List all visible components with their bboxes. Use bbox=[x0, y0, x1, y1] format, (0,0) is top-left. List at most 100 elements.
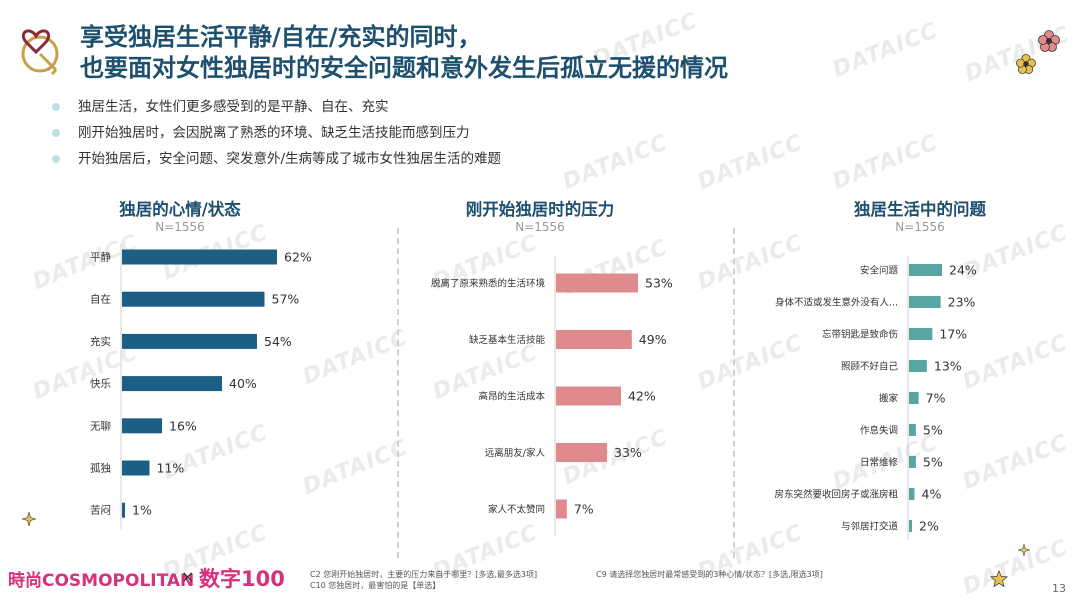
category-label: 身体不适或发生意外没有人... bbox=[775, 297, 898, 309]
bullet-dot-icon bbox=[52, 129, 60, 137]
chart-header-mood: 独居的心情/状态 N=1556 bbox=[70, 196, 290, 234]
watermark: DATAICC bbox=[559, 130, 672, 195]
value-label: 7% bbox=[574, 502, 594, 517]
bar bbox=[122, 291, 265, 307]
bullet-dot-icon bbox=[52, 155, 60, 163]
value-label: 7% bbox=[926, 391, 946, 406]
value-label: 11% bbox=[157, 461, 185, 476]
value-label: 23% bbox=[948, 295, 976, 310]
bar bbox=[556, 443, 608, 462]
category-label: 日常维修 bbox=[860, 457, 899, 469]
category-label: 远离朋友/家人 bbox=[485, 447, 546, 459]
chart-header-problems: 独居生活中的问题 N=1556 bbox=[810, 196, 1030, 234]
value-label: 2% bbox=[919, 519, 939, 534]
footnote-c9: C9 请选择您独居时最常感受到的3种心情/状态？[多选,限选3项] bbox=[596, 570, 823, 579]
page-number: 13 bbox=[1052, 582, 1066, 595]
category-label: 与邻居打交道 bbox=[841, 521, 899, 533]
category-label: 无聊 bbox=[90, 419, 111, 432]
category-label: 苦闷 bbox=[90, 504, 111, 517]
category-label: 家人不太赞同 bbox=[488, 504, 545, 516]
value-label: 54% bbox=[264, 334, 292, 349]
bar bbox=[556, 386, 621, 406]
chart-sample-size: N=1556 bbox=[515, 220, 565, 234]
value-label: 16% bbox=[169, 418, 197, 433]
shuzi100-logo: 数字100 bbox=[199, 567, 285, 591]
page-title: 享受独居生活平静/自在/充实的同时， 也要面对女性独居时的安全问题和意外发生后孤… bbox=[80, 22, 728, 84]
value-label: 13% bbox=[934, 359, 962, 374]
value-label: 4% bbox=[922, 487, 942, 502]
flower-icon bbox=[1016, 54, 1036, 74]
bar bbox=[122, 418, 162, 434]
chart-header-pressure: 刚开始独居时的压力 N=1556 bbox=[420, 196, 660, 234]
bullet-list: 独居生活，女性们更多感受到的是平静、自在、充实 刚开始独居时，会因脱离了熟悉的环… bbox=[52, 94, 501, 172]
watermark: DATAICC bbox=[694, 130, 807, 195]
star-icon bbox=[990, 570, 1008, 588]
bullet-text: 开始独居后，安全问题、突发意外/生病等成了城市女性独居生活的难题 bbox=[78, 151, 502, 167]
category-label: 安全问题 bbox=[860, 265, 899, 277]
bar bbox=[122, 249, 277, 265]
bar-chart-mood: 平静 62% 自在 57% 充实 54% 快乐 40% 无聊 16% 孤独 11% 苦闷 1% bbox=[90, 244, 312, 530]
flower-icon bbox=[1038, 30, 1060, 52]
watermark: DATAICC bbox=[829, 130, 942, 195]
chart-divider bbox=[733, 228, 735, 558]
bar bbox=[909, 264, 942, 276]
category-label: 照顾不好自己 bbox=[841, 361, 899, 373]
category-label: 搬家 bbox=[879, 393, 899, 405]
category-label: 缺乏基本生活技能 bbox=[469, 334, 546, 346]
chart-title: 独居的心情/状态 bbox=[119, 200, 241, 219]
bullet-item: 独居生活，女性们更多感受到的是平静、自在、充实 bbox=[52, 94, 501, 120]
cosmopolitan-logo: 時尚COSMOPOLITAN bbox=[8, 571, 195, 591]
watermark: DATAICC bbox=[829, 18, 942, 83]
chart-divider bbox=[397, 228, 399, 558]
bar-chart-problems: 安全问题 24% 身体不适或发生意外没有人... 23% 忘带钥匙是致命伤 17% 照顾不好… bbox=[774, 256, 977, 540]
category-label: 高昂的生活成本 bbox=[478, 391, 545, 403]
bar bbox=[909, 520, 912, 532]
footnote-c10: C10 您独居时，最害怕的是【单选】 bbox=[310, 581, 441, 590]
value-label: 5% bbox=[923, 423, 943, 438]
chart-sample-size: N=1556 bbox=[155, 220, 205, 234]
key-heart-logo-icon bbox=[21, 29, 59, 76]
sparkle-icon bbox=[22, 512, 36, 526]
bar bbox=[909, 488, 915, 500]
value-label: 53% bbox=[645, 276, 673, 291]
bar bbox=[909, 360, 927, 372]
category-label: 作息失调 bbox=[860, 425, 898, 437]
value-label: 33% bbox=[614, 445, 642, 460]
bar bbox=[122, 333, 257, 349]
chart-title: 独居生活中的问题 bbox=[854, 200, 986, 219]
title-line-2: 也要面对女性独居时的安全问题和意外发生后孤立无援的情况 bbox=[80, 54, 728, 82]
bar bbox=[122, 376, 222, 392]
category-label: 平静 bbox=[90, 251, 111, 264]
bullet-text: 刚开始独居时，会因脱离了熟悉的环境、缺乏生活技能而感到压力 bbox=[78, 125, 470, 141]
bar bbox=[122, 460, 150, 476]
bar bbox=[909, 424, 916, 436]
bar bbox=[122, 502, 125, 518]
bar bbox=[556, 499, 567, 519]
category-label: 房东突然要收回房子或涨房租 bbox=[774, 489, 898, 501]
bar bbox=[556, 273, 638, 293]
category-label: 孤独 bbox=[90, 462, 111, 475]
footnote-c2: C2 您刚开始独居时，主要的压力来自于哪里？[多选,最多选3项] bbox=[310, 570, 538, 579]
category-label: 自在 bbox=[90, 293, 111, 306]
value-label: 17% bbox=[939, 327, 967, 342]
value-label: 49% bbox=[639, 332, 667, 347]
bar bbox=[909, 392, 919, 404]
category-label: 充实 bbox=[90, 335, 111, 348]
value-label: 1% bbox=[132, 503, 152, 518]
category-label: 脱离了原来熟悉的生活环境 bbox=[431, 278, 546, 290]
bullet-item: 刚开始独居时，会因脱离了熟悉的环境、缺乏生活技能而感到压力 bbox=[52, 120, 501, 146]
value-label: 42% bbox=[628, 389, 656, 404]
bullet-item: 开始独居后，安全问题、突发意外/生病等成了城市女性独居生活的难题 bbox=[52, 146, 501, 172]
bar bbox=[909, 456, 916, 468]
value-label: 24% bbox=[949, 263, 977, 278]
category-label: 快乐 bbox=[90, 378, 111, 390]
sparkle-icon bbox=[1018, 544, 1030, 556]
bullet-text: 独居生活，女性们更多感受到的是平静、自在、充实 bbox=[78, 99, 389, 115]
bar-chart-pressure: 脱离了原来熟悉的生活环境 53% 缺乏基本生活技能 49% 高昂的生活成本 42% 远离朋友… bbox=[431, 256, 673, 536]
category-label: 忘带钥匙是致命伤 bbox=[822, 329, 898, 341]
chart-title: 刚开始独居时的压力 bbox=[465, 200, 615, 219]
brand-separator: × bbox=[181, 567, 195, 586]
title-line-1: 享受独居生活平静/自在/充实的同时， bbox=[80, 23, 482, 51]
value-label: 62% bbox=[284, 250, 312, 265]
value-label: 40% bbox=[229, 376, 257, 391]
